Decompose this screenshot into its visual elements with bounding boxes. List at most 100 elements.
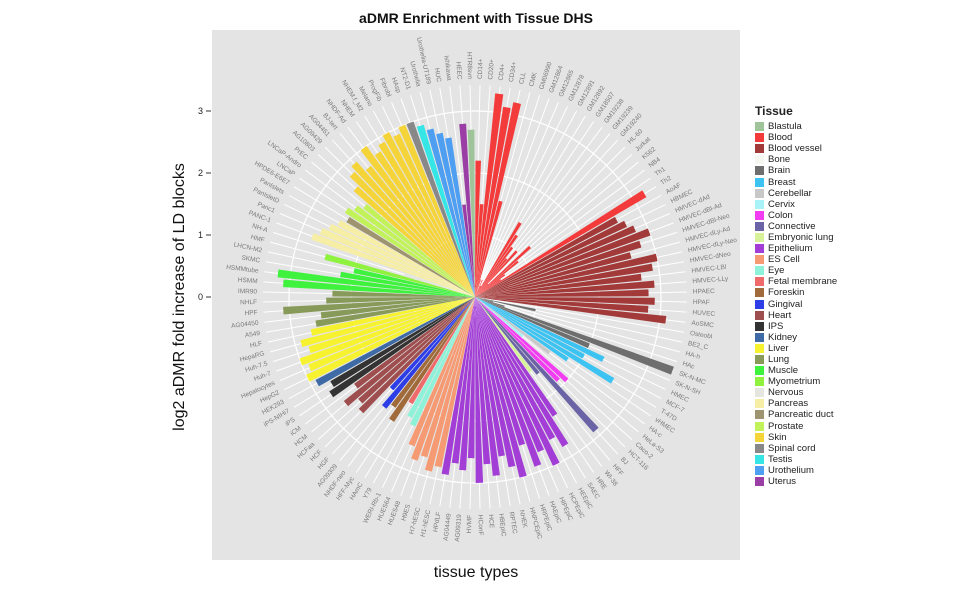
bar-HPDE6-E6E7 <box>346 217 475 297</box>
tick-label-SKMC: SKMC <box>241 254 261 264</box>
legend-item: Heart <box>755 310 837 321</box>
legend-item: Foreskin <box>755 287 837 298</box>
bar-Urothelia <box>426 128 475 297</box>
legend-label: Colon <box>768 209 793 221</box>
bar-WI-38 <box>475 297 533 373</box>
bar-NHDF-Ad <box>360 145 475 297</box>
legend-swatch <box>755 244 764 254</box>
bar-CD20+ <box>475 204 484 297</box>
bar-HEEC <box>459 123 475 297</box>
legend-item: Spinal cord <box>755 443 837 454</box>
bar-Th1 <box>475 279 501 297</box>
bar-AG10803 <box>353 186 475 297</box>
tick-label-Ishikawa: Ishikawa <box>442 55 452 81</box>
bar-Huh-7 <box>299 297 475 366</box>
legend-label: Foreskin <box>768 287 805 299</box>
legend-item: Connective <box>755 221 837 232</box>
bar-HCPEpiC <box>475 297 560 466</box>
circular-gridline <box>350 172 600 422</box>
legend-item: Cervix <box>755 199 837 210</box>
bar-HSMM <box>283 279 475 297</box>
tick-label-HA-h: HA-h <box>685 350 701 361</box>
bar-HEEpiC <box>475 297 556 440</box>
bar-CLL <box>475 102 521 297</box>
legend-item: Muscle <box>755 365 837 376</box>
bar-HMVEC-dNeo <box>475 263 653 297</box>
bar-Osteobl <box>475 297 494 301</box>
bar-vHMEC <box>475 297 569 362</box>
legend-label: Cerebellar <box>768 187 812 199</box>
bar-HLF <box>310 297 475 336</box>
bar-HMVEC-dBl-Neo <box>475 240 642 297</box>
bar-SKMC <box>340 271 475 297</box>
y-tick-label: 2 <box>198 168 203 178</box>
tick-label-IMR90: IMR90 <box>238 288 258 295</box>
bar-iCM <box>354 297 475 389</box>
bar-HSMMtube <box>277 269 475 297</box>
bar-HCE <box>475 297 491 465</box>
bar-GM12865 <box>475 279 483 297</box>
legend-item: Cerebellar <box>755 188 837 199</box>
bar-H9ES <box>420 297 475 458</box>
legend-item: Kidney <box>755 332 837 343</box>
legend-swatch <box>755 277 764 287</box>
legend-swatch <box>755 321 764 331</box>
bar-H7-hESC <box>425 297 475 472</box>
bar-HUC <box>445 137 475 297</box>
tick-label-HSMMtube: HSMMtube <box>226 264 259 275</box>
bar-HMVEC-dAd <box>475 225 636 297</box>
bar-HCF <box>358 297 475 414</box>
legend-swatch <box>755 465 764 475</box>
legend-item: Colon <box>755 210 837 221</box>
tick-label-HConF: HConF <box>476 515 484 536</box>
radial-gridline <box>474 110 578 298</box>
bar-BJ-tert <box>365 165 475 297</box>
bar-GM18507 <box>475 234 518 297</box>
bar-HConF <box>475 297 484 483</box>
legend-swatch <box>755 288 764 298</box>
legend-item: Prostate <box>755 421 837 432</box>
bar-CD34+ <box>475 106 511 298</box>
bar-HUES64 <box>408 297 475 447</box>
bar-HAmC <box>408 297 475 405</box>
tick-label-CD34+: CD34+ <box>508 61 518 82</box>
bar-HMVEC-dLy-Neo <box>475 253 658 297</box>
legend-swatch <box>755 343 764 353</box>
radial-gridline <box>474 98 550 298</box>
bar-GM12892 <box>475 222 522 297</box>
legend-swatch <box>755 122 764 132</box>
legend-swatch <box>755 210 764 220</box>
legend-item: Brain <box>755 165 837 176</box>
chart-title: aDMR Enrichment with Tissue DHS <box>359 10 593 26</box>
bar-CD14+ <box>475 160 481 297</box>
legend-label: Cervix <box>768 198 795 210</box>
legend-item: Pancreatic duct <box>755 409 837 420</box>
legend-swatch <box>755 355 764 365</box>
radial-gridline <box>474 94 541 298</box>
bar-Panc1 <box>319 228 475 297</box>
bar-K562 <box>475 260 519 297</box>
legend-swatch <box>755 432 764 442</box>
bar-H1-hESC <box>434 297 475 468</box>
legend-item: ES Cell <box>755 254 837 265</box>
legend-item: Blastula <box>755 121 837 132</box>
y-tick-label: 3 <box>198 106 203 116</box>
legend-label: Pancreatic duct <box>768 409 834 421</box>
y-tick-label: 1 <box>198 230 203 240</box>
tick-label-CD4+: CD4+ <box>498 63 507 81</box>
bar-GM12864 <box>475 291 478 297</box>
legend-swatch <box>755 166 764 176</box>
tick-label-AG04449: AG04449 <box>443 513 453 541</box>
bar-Ishikawa <box>462 204 475 297</box>
bar-Th2 <box>475 190 647 297</box>
radial-gridline <box>474 296 680 353</box>
tick-label-CD14+: CD14+ <box>477 58 485 79</box>
tick-label-NHLF: NHLF <box>240 299 257 306</box>
legend-item: Blood vessel <box>755 143 837 154</box>
bar-HMVEC-LLy <box>475 280 655 297</box>
legend-item: Testis <box>755 454 837 465</box>
tick-label-BE2_C: BE2_C <box>687 340 709 351</box>
bar-NB4 <box>475 274 506 297</box>
bar-GM19239 <box>475 258 508 297</box>
